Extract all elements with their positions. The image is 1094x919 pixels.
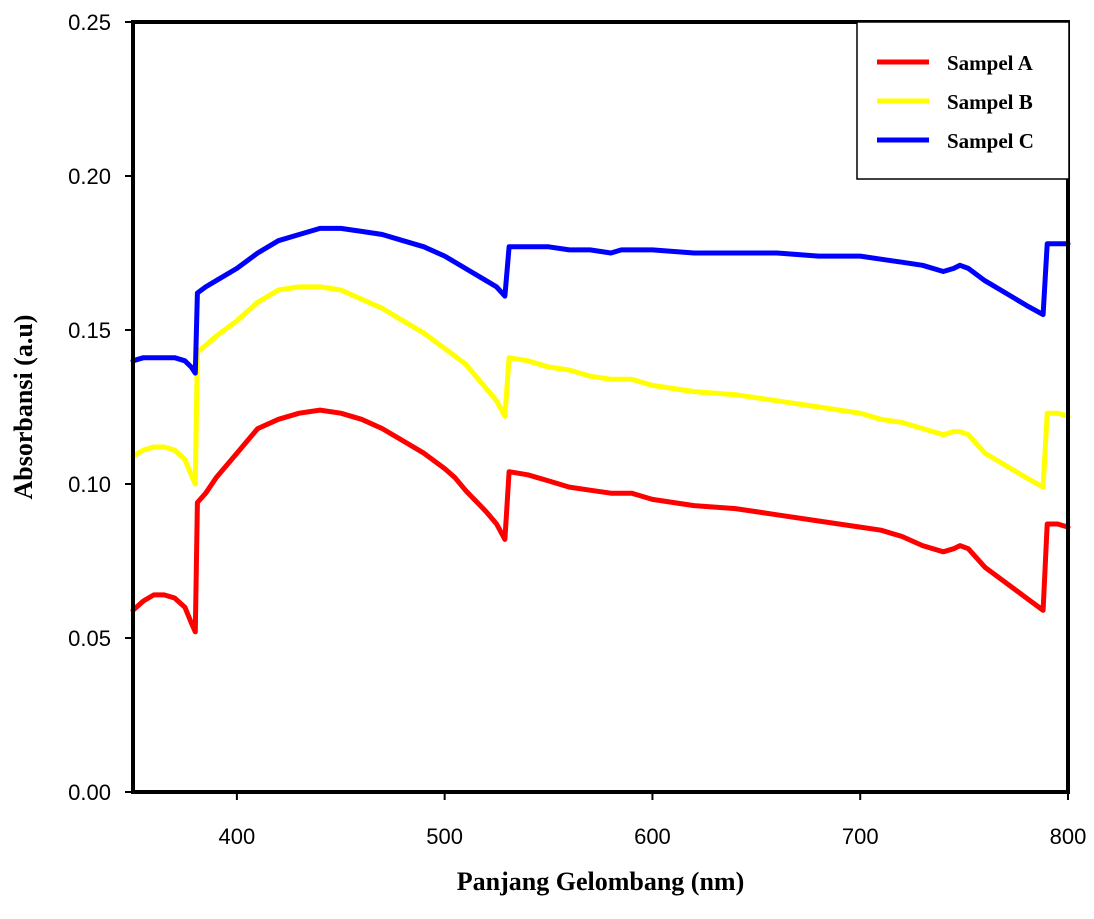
plot-area — [130, 20, 1071, 794]
y-tick-label: 0.10 — [68, 472, 111, 497]
x-tick-label: 500 — [426, 824, 463, 849]
legend: Sampel A Sampel B Sampel C — [856, 21, 1070, 180]
y-tick-label: 0.20 — [68, 164, 111, 189]
y-tick-label: 0.15 — [68, 318, 111, 343]
series-line-sampel-c — [130, 225, 1071, 376]
y-axis-title: Absorbansi (a.u) — [9, 315, 38, 500]
series-line-sampel-a — [130, 407, 1071, 635]
x-axis-title: Panjang Gelombang (nm) — [457, 867, 744, 896]
y-tick-label: 0.05 — [68, 626, 111, 651]
series-line-sampel-b — [130, 284, 1071, 490]
plot-frame — [131, 20, 1070, 794]
y-tick-label: 0.25 — [68, 10, 111, 35]
x-tick-label: 800 — [1050, 824, 1087, 849]
x-tick-label: 400 — [219, 824, 256, 849]
legend-label: Sampel B — [947, 90, 1033, 114]
x-tick-label: 600 — [634, 824, 671, 849]
x-axis: 400 500 600 700 800 — [219, 792, 1087, 849]
legend-label: Sampel A — [947, 51, 1034, 75]
legend-label: Sampel C — [947, 129, 1034, 153]
y-tick-label: 0.00 — [68, 780, 111, 805]
y-axis: 0.00 0.05 0.10 0.15 0.20 0.25 — [68, 10, 133, 805]
x-tick-label: 700 — [842, 824, 879, 849]
